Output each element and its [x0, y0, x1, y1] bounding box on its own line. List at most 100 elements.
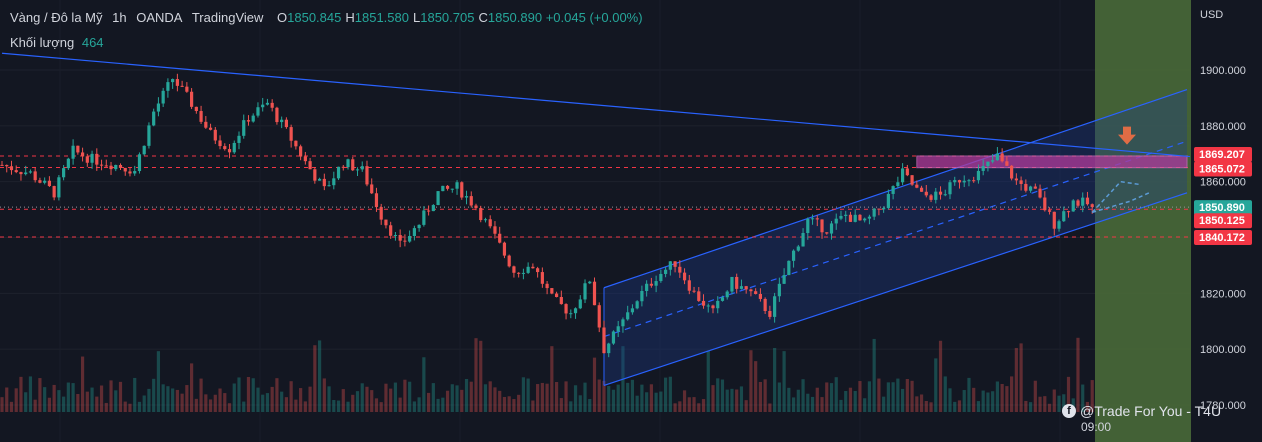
candle-body: [578, 299, 582, 309]
candle-body: [919, 187, 924, 192]
candle-body: [607, 343, 611, 354]
candle-body: [469, 196, 473, 206]
candle-body: [810, 218, 815, 220]
volume-bar: [739, 386, 744, 412]
volume-bar: [85, 391, 89, 412]
candle-body: [261, 104, 265, 108]
candle-body: [445, 185, 450, 189]
volume-bar: [1076, 337, 1080, 412]
volume-bar: [777, 382, 781, 412]
axis-tick-label: 1900.000: [1200, 65, 1246, 77]
volume-bar: [664, 377, 668, 412]
candle-body: [284, 119, 288, 128]
candle-body: [1024, 183, 1028, 191]
volume-bar: [208, 399, 213, 412]
candle-body: [57, 177, 61, 198]
candle-body: [739, 286, 744, 289]
candle-body: [237, 135, 241, 143]
candle-body: [346, 159, 350, 168]
volume-bar: [882, 396, 886, 412]
volume-bar: [943, 376, 947, 412]
volume-bar: [374, 398, 379, 412]
candle-body: [711, 305, 715, 309]
candle-body: [303, 156, 307, 162]
volume-bar: [275, 378, 279, 412]
volume-bar: [1081, 384, 1085, 412]
candle-body: [991, 160, 995, 162]
candle-body: [1085, 197, 1090, 205]
volume-bar: [360, 383, 364, 412]
volume-bar: [1028, 402, 1033, 412]
volume-bar: [768, 403, 772, 412]
volume-bar: [597, 379, 601, 412]
volume-bar: [701, 399, 706, 412]
ohlc-value-l: 1850.705: [420, 10, 475, 25]
ohlc-key-h: H: [345, 10, 355, 25]
volume-bar: [232, 383, 236, 412]
candle-body: [616, 326, 620, 332]
candle-body: [1052, 211, 1056, 229]
volume-bar: [213, 394, 217, 412]
volume-bar: [692, 397, 696, 412]
volume-bar: [303, 401, 307, 412]
volume-bar: [0, 397, 4, 412]
descending-trendline[interactable]: [1, 52, 1191, 158]
candle-body: [194, 106, 198, 112]
down-arrow-icon: [1118, 126, 1136, 145]
volume-bar: [370, 390, 374, 412]
candle-body: [161, 90, 165, 104]
candle-body: [972, 180, 976, 182]
axis-tick-label: 1800.000: [1200, 344, 1246, 356]
axis-tick-label: 1880.000: [1200, 121, 1246, 133]
volume-bar: [829, 383, 834, 412]
candle-body: [422, 210, 426, 225]
candle-body: [455, 182, 459, 189]
volume-bar: [682, 390, 687, 412]
candle-body: [635, 301, 639, 309]
volume-bar: [261, 394, 265, 412]
volume-bar: [9, 401, 14, 412]
volume-legend: Khối lượng 464: [10, 35, 104, 50]
volume-bar: [976, 401, 981, 412]
candle-body: [545, 283, 549, 289]
volume-bar: [673, 403, 677, 412]
candle-body: [327, 185, 331, 187]
price-tag-bg: [1194, 146, 1252, 162]
time-axis-label: 09:00: [1081, 420, 1112, 434]
candle-body: [554, 293, 559, 298]
volume-bar: [455, 385, 459, 412]
volume-bar: [526, 378, 530, 412]
candle-body: [706, 305, 710, 307]
candle-body: [114, 164, 118, 170]
axis-unit: USD: [1200, 9, 1223, 21]
candle-body: [180, 85, 184, 87]
volume-bar: [616, 384, 620, 412]
volume-bar: [536, 384, 540, 412]
candle-body: [891, 186, 895, 194]
volume-bar: [57, 390, 61, 412]
volume-bar: [787, 387, 791, 412]
interval[interactable]: 1h: [112, 10, 127, 25]
resistance-zone[interactable]: [916, 155, 1188, 169]
candle-body: [720, 297, 725, 301]
volume-bar: [256, 387, 260, 412]
symbol-name[interactable]: Vàng / Đô la Mỹ: [10, 10, 103, 25]
candle-body: [901, 168, 905, 183]
candle-body: [460, 182, 464, 198]
volume-bar: [834, 377, 838, 412]
channel-upper: [603, 88, 1188, 289]
candle-body: [682, 272, 687, 281]
volume-bar: [763, 379, 767, 412]
candle-body: [787, 260, 791, 276]
volume-bar: [246, 376, 251, 412]
volume-bar: [336, 400, 341, 412]
candle-body: [630, 308, 635, 313]
candle-body: [763, 298, 767, 312]
volume-bar: [24, 392, 28, 412]
candle-body: [853, 214, 857, 222]
volume-bar: [545, 383, 549, 412]
volume-bar: [398, 397, 402, 412]
volume-bar: [649, 384, 653, 412]
volume-bar: [972, 387, 976, 412]
